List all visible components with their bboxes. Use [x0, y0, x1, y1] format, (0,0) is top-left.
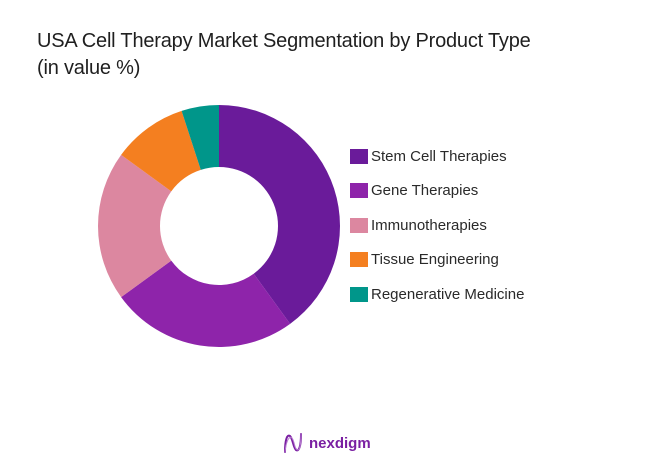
legend-swatch — [350, 217, 368, 233]
legend-swatch — [350, 183, 368, 198]
legend-swatch — [350, 286, 368, 302]
donut-slice-stem-cell-therapies — [219, 105, 340, 324]
legend-item-tissue-engineering: Tissue Engineering — [350, 250, 524, 270]
legend-label: Gene Therapies — [371, 182, 479, 199]
chart-title-line2: (in value %) — [37, 57, 141, 79]
legend-label: Tissue Engineering — [371, 251, 499, 268]
legend-label: Regenerative Medicine — [371, 285, 525, 303]
chart-title-line1: USA Cell Therapy Market Segmentation by … — [37, 30, 531, 52]
legend-label: Immunotherapies — [371, 216, 487, 234]
legend-label: Stem Cell Therapies — [371, 147, 507, 165]
legend-item-immunotherapies: Immunotherapies — [350, 215, 524, 235]
donut-slice-tissue-engineering — [121, 110, 201, 192]
logo-text: nexdigm — [309, 434, 371, 452]
donut-slice-gene-therapies — [121, 260, 291, 347]
legend-item-gene-therapies: Gene Therapies — [350, 181, 524, 201]
donut-slice-immunotherapies — [97, 154, 172, 298]
legend-swatch — [350, 148, 368, 164]
nexdigm-logo: nexdigm — [283, 432, 371, 454]
legend-item-regenerative-medicine: Regenerative Medicine — [350, 284, 524, 304]
nexdigm-wave-icon — [284, 433, 302, 453]
legend-item-stem-cell-therapies: Stem Cell Therapies — [350, 146, 524, 166]
donut-slice-regenerative-medicine — [181, 105, 219, 170]
chart-title: USA Cell Therapy Market Segmentation by … — [37, 28, 531, 82]
chart-legend: Stem Cell Therapies Gene Therapies Immun… — [350, 146, 524, 319]
legend-swatch — [350, 252, 368, 267]
